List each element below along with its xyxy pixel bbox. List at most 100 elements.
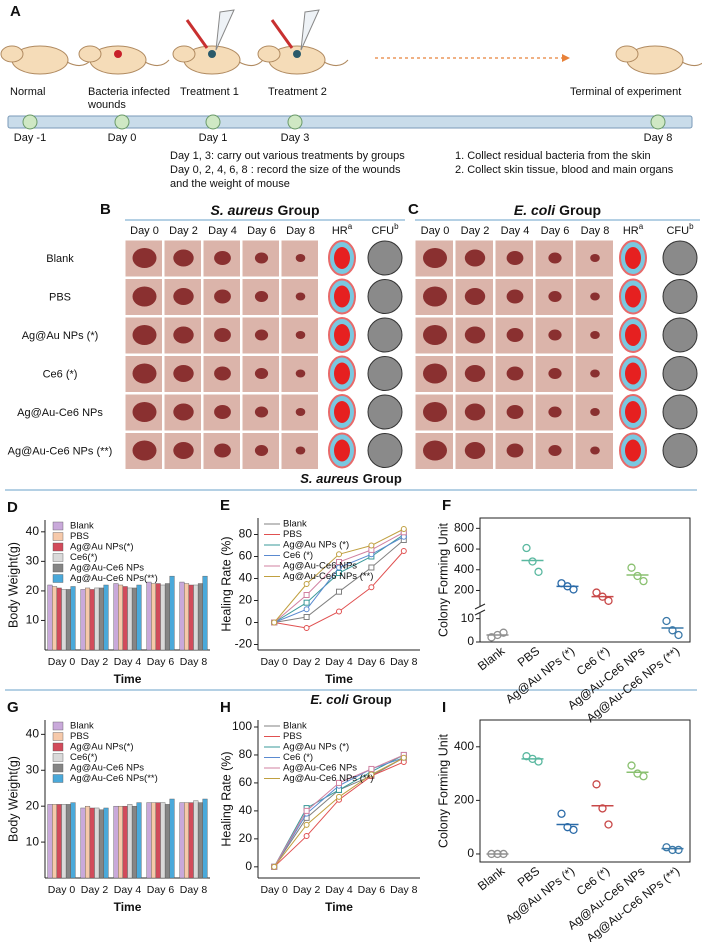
marker: [400, 526, 407, 532]
y-tick-label: 80: [239, 747, 253, 761]
mouse-head: [0, 45, 24, 63]
wound-photo: [454, 355, 494, 393]
x-tick-label: Day 2: [293, 884, 321, 896]
y-tick-label: 400: [454, 739, 474, 753]
data-point: [487, 849, 496, 859]
bar: [65, 804, 71, 879]
wound-area: [464, 365, 486, 382]
title-rest: Group: [559, 202, 601, 218]
note: 1. Collect residual bacteria from the sk…: [455, 150, 651, 162]
legend-label: Ag@Au-Ce6 NPs(**): [70, 773, 158, 784]
marker: [336, 551, 342, 558]
y-axis-label: Healing Rate (%): [219, 536, 233, 631]
row-label: Ce6 (*): [43, 368, 78, 380]
wound-area: [214, 328, 231, 342]
x-axis-label: Time: [114, 900, 142, 914]
y-tick-label: 20: [26, 583, 40, 597]
data-point: [592, 588, 601, 597]
day-label: Day 0: [108, 132, 137, 144]
wound-area: [295, 254, 306, 262]
bar: [61, 589, 67, 651]
legend-label: Ag@Au-Ce6 NPs (**): [283, 571, 373, 582]
wound-area: [423, 402, 447, 422]
bar: [151, 802, 157, 879]
title-italic: S. aureus: [300, 471, 359, 486]
hr-inner: [334, 362, 350, 385]
wound-area: [214, 443, 231, 458]
x-tick-label: PBS: [515, 644, 543, 670]
wound-area: [173, 365, 194, 382]
x-tick-label: Day 4: [114, 656, 142, 668]
cfu-plate: [662, 394, 698, 430]
legend-swatch: [52, 732, 64, 741]
stage-label: Normal: [10, 86, 45, 98]
syringe: [270, 19, 294, 49]
bar: [188, 802, 194, 879]
cfu-plate: [662, 279, 698, 314]
legend-label: Ce6 (*): [283, 550, 313, 561]
panel-label: B: [100, 201, 111, 218]
x-tick-label: Day 2: [81, 884, 109, 896]
legend-swatch: [52, 721, 64, 731]
bar: [179, 581, 185, 651]
wound-area: [506, 443, 524, 458]
x-axis-label: Time: [114, 672, 142, 686]
wound-photo: [494, 278, 534, 316]
column-label: Day 4: [501, 225, 530, 237]
marker: [368, 542, 375, 549]
legend-label: Ag@Au NPs(*): [70, 742, 134, 753]
marker: [303, 625, 310, 631]
wound-area: [132, 402, 157, 422]
bar: [184, 583, 190, 651]
bar: [89, 807, 95, 879]
marker: [271, 863, 278, 870]
row-label: Blank: [46, 253, 74, 265]
column-label: Day 0: [130, 225, 159, 237]
bar: [169, 575, 175, 651]
y-tick-label: 30: [26, 762, 40, 776]
y-tick-label: 40: [26, 524, 40, 538]
y-tick-label: 20: [26, 798, 40, 812]
bar: [47, 804, 53, 879]
legend-label: PBS: [70, 531, 89, 542]
cfu-plate: [367, 356, 403, 391]
wound-area: [590, 369, 600, 378]
data-point: [627, 563, 636, 572]
stage-label: wounds: [87, 99, 126, 111]
wound-area: [548, 406, 562, 418]
bar: [122, 586, 128, 651]
x-tick-label: PBS: [515, 864, 543, 890]
mouse-head: [257, 45, 281, 63]
marker: [400, 548, 407, 554]
title-rest: Group: [278, 202, 320, 218]
bar: [56, 804, 62, 879]
bar: [160, 802, 166, 879]
plot-frame: [479, 517, 691, 643]
y-axis-label: Body Weight(g): [6, 756, 20, 842]
data-point: [604, 820, 613, 829]
wound-area: [254, 368, 269, 379]
note: Day 1, 3: carry out various treatments b…: [170, 150, 405, 162]
panel-label: C: [408, 201, 419, 218]
wound-area: [295, 446, 306, 455]
marker: [336, 608, 342, 615]
bar: [193, 800, 199, 879]
hr-inner: [334, 247, 350, 269]
y-tick-label: 20: [239, 593, 253, 607]
column-label: Day 4: [208, 225, 237, 237]
bar: [70, 802, 76, 879]
data-point: [569, 585, 578, 594]
y-tick-label: -20: [235, 637, 253, 651]
bar: [103, 584, 109, 651]
timeline-node: [650, 114, 666, 130]
legend-label: Ag@Au-Ce6 NPs: [283, 763, 357, 774]
x-tick-label: Day 0: [48, 884, 76, 896]
wound-area: [464, 326, 486, 344]
column-label: Day 0: [421, 225, 450, 237]
arrow-head: [562, 54, 570, 62]
x-tick-label: Blank: [475, 643, 508, 673]
column-label-sup: a: [348, 222, 353, 231]
title-italic: E. coli: [514, 202, 556, 218]
wound-area: [173, 288, 194, 305]
